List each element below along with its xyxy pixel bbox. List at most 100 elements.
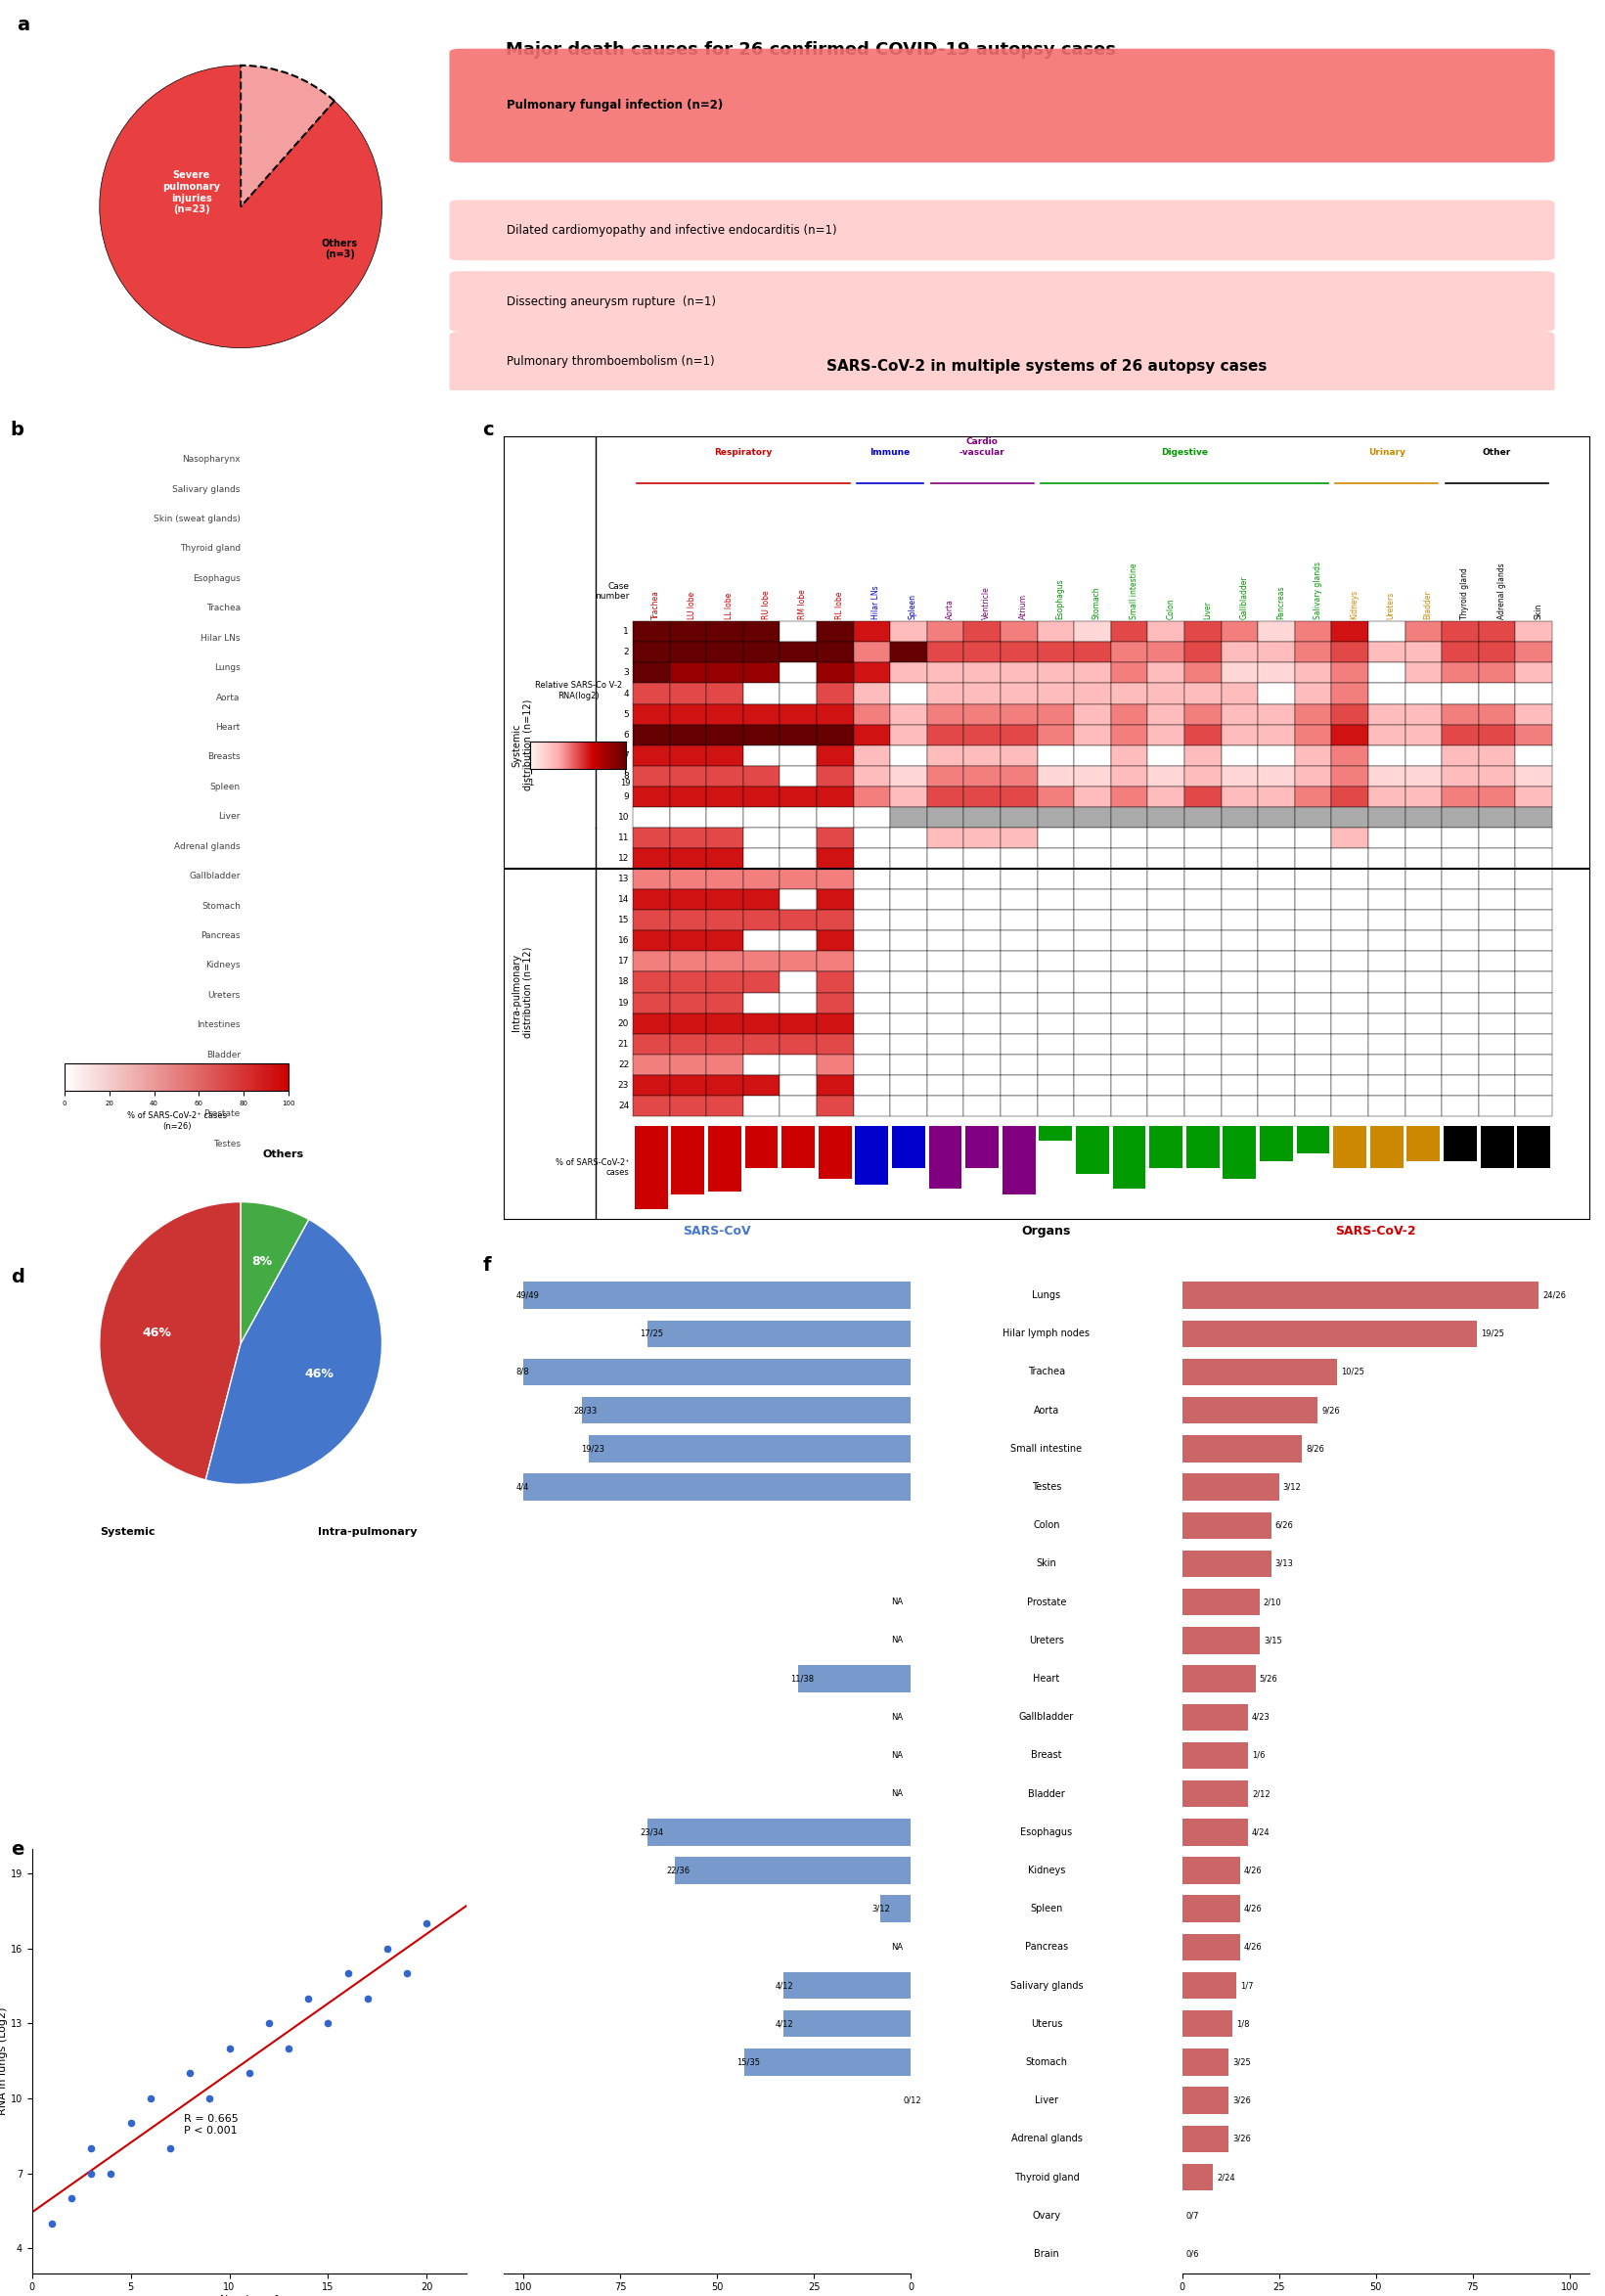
Bar	[1478, 1095, 1515, 1116]
Bar	[963, 643, 1000, 664]
Bar	[1332, 643, 1369, 664]
Bar	[780, 1075, 817, 1095]
Bar	[743, 889, 780, 909]
Text: 6: 6	[623, 730, 629, 739]
Bar	[1111, 785, 1148, 806]
Bar	[1332, 726, 1369, 746]
Bar	[1369, 806, 1404, 827]
Bar	[743, 726, 780, 746]
Bar	[1183, 1743, 1249, 1768]
Bar	[1111, 1075, 1148, 1095]
Bar	[1074, 889, 1111, 909]
Bar	[1074, 726, 1111, 746]
Text: Severe
pulmonary
injuries
(n=23): Severe pulmonary injuries (n=23)	[162, 170, 220, 214]
Bar	[1183, 1435, 1302, 1463]
Bar	[817, 909, 854, 930]
Text: 1/8: 1/8	[1236, 2020, 1250, 2027]
Bar	[854, 847, 891, 868]
Text: Skin (sweat glands): Skin (sweat glands)	[154, 514, 241, 523]
Text: 10: 10	[618, 813, 629, 822]
Text: NA: NA	[891, 1637, 904, 1644]
Text: 11/38: 11/38	[791, 1674, 814, 1683]
Bar	[928, 971, 963, 992]
Text: NA: NA	[891, 1942, 904, 1952]
Text: Trachea: Trachea	[652, 590, 660, 620]
Text: Trachea: Trachea	[1027, 1366, 1066, 1378]
Bar	[780, 664, 817, 684]
Bar	[669, 767, 706, 785]
Text: Relative SARS-Co V-2
RNA(log2): Relative SARS-Co V-2 RNA(log2)	[534, 682, 623, 700]
Bar	[780, 827, 817, 847]
Bar	[1111, 643, 1148, 664]
Bar	[963, 1095, 1000, 1116]
Bar	[1517, 1127, 1550, 1169]
Bar	[1183, 1628, 1260, 1653]
Text: Adrenal glands: Adrenal glands	[1497, 563, 1505, 620]
Bar	[1258, 909, 1295, 930]
Text: Skin: Skin	[1534, 604, 1542, 620]
Wedge shape	[241, 64, 334, 207]
Bar	[669, 992, 706, 1013]
Bar	[1074, 806, 1111, 827]
Bar	[928, 622, 963, 643]
Bar	[1221, 746, 1258, 767]
Bar	[708, 1127, 742, 1192]
Bar	[891, 726, 928, 746]
Bar	[963, 1075, 1000, 1095]
Bar	[1441, 847, 1478, 868]
Bar	[1332, 767, 1369, 785]
Bar	[1441, 664, 1478, 684]
Text: 8: 8	[623, 771, 629, 781]
Bar	[706, 889, 743, 909]
Text: 12: 12	[618, 854, 629, 863]
Bar	[817, 930, 854, 951]
Bar	[1037, 992, 1074, 1013]
Text: 8/8: 8/8	[515, 1368, 530, 1375]
Text: 3/12: 3/12	[872, 1903, 891, 1913]
Bar	[1000, 1033, 1037, 1054]
Text: 1/7: 1/7	[1241, 1981, 1254, 1991]
Bar	[1183, 1396, 1318, 1424]
Text: 18: 18	[618, 978, 629, 987]
Bar	[1295, 622, 1332, 643]
Bar	[1332, 806, 1369, 827]
Text: Dissecting aneurysm rupture  (n=1): Dissecting aneurysm rupture (n=1)	[507, 294, 716, 308]
Bar	[1184, 643, 1221, 664]
Bar	[1404, 971, 1441, 992]
Bar	[1258, 1075, 1295, 1095]
Bar	[891, 767, 928, 785]
Text: Lungs: Lungs	[213, 664, 241, 673]
Bar	[1183, 1550, 1271, 1577]
Bar	[706, 1013, 743, 1033]
Text: Urinary: Urinary	[1367, 448, 1406, 457]
Bar	[1441, 767, 1478, 785]
Bar	[928, 827, 963, 847]
Bar	[1515, 1054, 1552, 1075]
Text: Liver: Liver	[1035, 2096, 1058, 2105]
Bar	[963, 971, 1000, 992]
Bar	[817, 664, 854, 684]
Bar	[1332, 827, 1369, 847]
Bar	[632, 684, 669, 705]
Bar	[1184, 705, 1221, 726]
Bar	[1184, 951, 1221, 971]
Bar	[1000, 746, 1037, 767]
Bar	[706, 1095, 743, 1116]
Text: 23/34: 23/34	[640, 1828, 663, 1837]
Bar	[963, 847, 1000, 868]
Text: 4/26: 4/26	[1244, 1942, 1263, 1952]
Bar	[1074, 971, 1111, 992]
Text: 4/26: 4/26	[1244, 1867, 1263, 1876]
Bar	[1183, 1857, 1241, 1885]
Bar	[1515, 930, 1552, 951]
Bar	[1184, 847, 1221, 868]
Bar	[1037, 1054, 1074, 1075]
Bar	[817, 684, 854, 705]
Bar	[1332, 1075, 1369, 1095]
Bar	[928, 767, 963, 785]
Text: RL lobe: RL lobe	[835, 592, 844, 620]
Bar	[780, 847, 817, 868]
Text: 46%: 46%	[143, 1327, 172, 1339]
Bar	[1148, 868, 1184, 889]
Text: 13: 13	[618, 875, 629, 884]
